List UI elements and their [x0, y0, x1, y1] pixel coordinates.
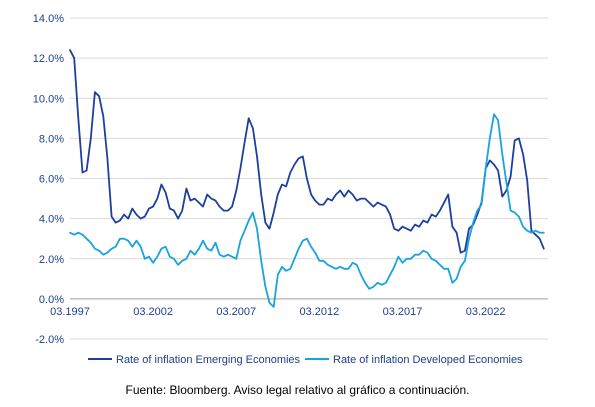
gridlines: [70, 17, 548, 340]
x-axis-ticks: 03.1997 03.2002 03.2007 03.2012 03.2017 03.20…: [50, 306, 505, 318]
x-tick-label: 03.2007: [216, 306, 256, 318]
y-tick-label: 12.0%: [33, 53, 64, 65]
x-tick-label: 03.1997: [50, 306, 90, 318]
legend: Rate of inflation Emerging Economies Rate…: [88, 354, 523, 366]
source-note: Fuente: Bloomberg. Aviso legal relativo …: [125, 383, 470, 397]
y-tick-label: 6.0%: [39, 174, 64, 186]
x-tick-label: 03.2002: [133, 306, 173, 318]
y-tick-label: 10.0%: [33, 93, 64, 105]
x-tick-label: 03.2017: [383, 306, 423, 318]
series-line-emerging: [69, 49, 545, 254]
y-axis-ticks: -2.0% 0.0% 2.0% 4.0% 6.0% 8.0% 10.0% 12.0% 14.0%: [33, 13, 64, 346]
x-tick-label: 03.2012: [300, 306, 340, 318]
y-tick-label: 2.0%: [39, 254, 64, 266]
y-tick-label: 4.0%: [39, 214, 64, 226]
x-tick-label: 03.2022: [466, 306, 506, 318]
y-tick-label: -2.0%: [35, 334, 64, 346]
y-tick-label: 0.0%: [39, 294, 64, 306]
series-line-developed: [69, 113, 545, 308]
y-tick-label: 8.0%: [39, 133, 64, 145]
y-tick-label: 14.0%: [33, 13, 64, 25]
series-lines: [69, 49, 545, 308]
legend-label: Rate of inflation Emerging Economies: [116, 354, 301, 366]
legend-label: Rate of inflation Developed Economies: [333, 354, 523, 366]
